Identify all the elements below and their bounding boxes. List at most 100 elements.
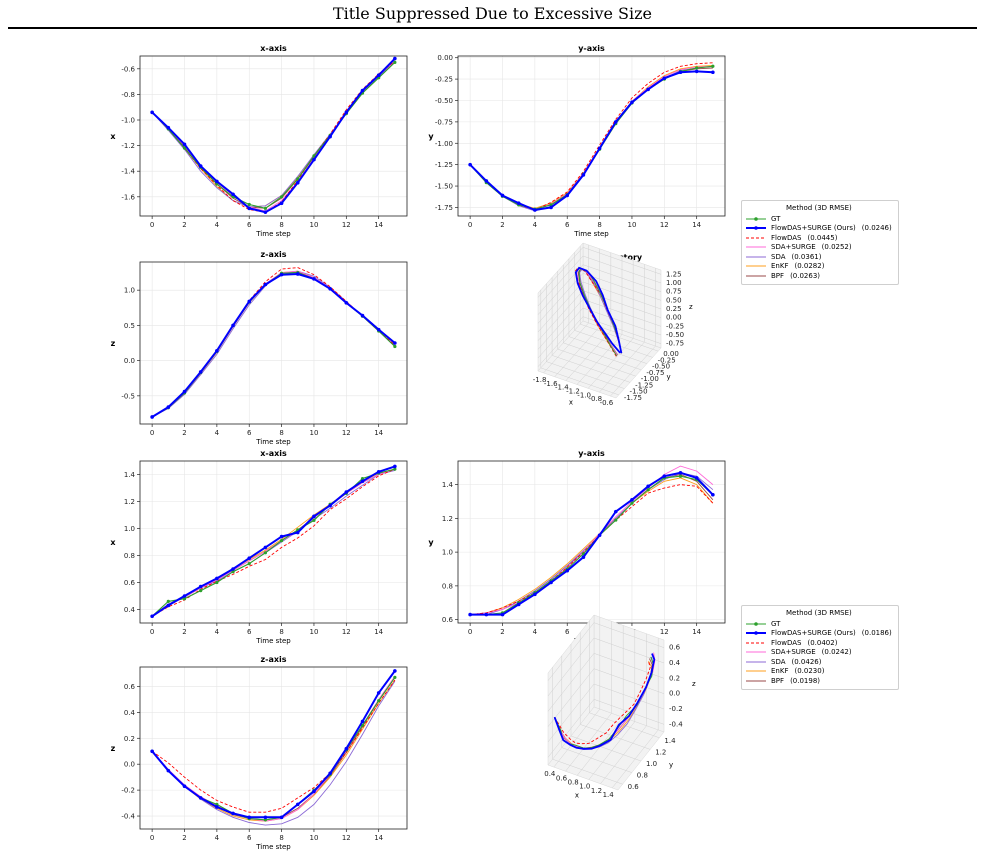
legend-swatch [746,216,766,221]
z-axis-label: z [692,680,696,688]
y-tick-label: 1.4 [442,481,454,489]
y-tick-label: -1.25 [635,381,653,389]
y-axis-label: y [667,373,671,381]
x-tick-label: 0 [150,221,154,229]
z-tick-label: 1.00 [666,279,682,287]
data-point [263,818,268,822]
3d-grid-line [537,281,584,333]
legend-entry: FlowDAS (0.0445) [746,233,892,243]
z-tick-label: -0.75 [666,340,684,348]
series-line-flowdas [151,60,396,213]
legend-entry: FlowDAS+SURGE (Ours) (0.0186) [746,629,892,639]
x-tick-label: 0 [150,429,154,437]
series-line-flowdas-surge-ours- [151,670,396,819]
plot-frame [139,55,408,217]
y-tick-label: 0.8 [637,772,648,780]
z-tick-label: 0.00 [666,314,682,322]
chart-title: z-axis [260,250,286,259]
series-line-sda-surge [469,65,713,210]
x-tick-label: 10 [309,221,318,229]
series-line-flowdas [470,484,714,616]
x-tick-label: 10 [309,834,318,842]
series-line-flowdas-surge-ours- [151,272,396,418]
data-point [215,576,219,581]
data-point [295,530,300,535]
3d-grid-line [565,330,612,381]
y-tick-label: -1.6 [121,193,135,201]
data-point [393,56,397,61]
data-point [581,555,586,559]
3d-grid-line [547,653,595,712]
y-tick-label: -0.2 [121,787,135,795]
plot-frame [457,55,726,217]
data-point [360,313,365,318]
y-tick-label: -0.75 [646,369,664,377]
data-point [182,594,187,598]
legend-swatch [746,631,766,636]
3d-grid-line [593,683,665,710]
data-point [166,603,171,608]
y-tick-label: -0.25 [658,356,676,364]
x-tick-label: -1.8 [533,376,547,384]
3d-grid-line [551,355,631,383]
legend-value: (0.0361) [791,252,822,261]
3d-grid-line [543,322,589,374]
data-point [360,479,365,484]
legend-value: (0.0242) [821,648,852,657]
x-axis-label: Time step [255,637,291,645]
3d-grid-line [547,668,595,727]
data-point [198,584,203,589]
z-tick-label: 1.25 [666,270,682,278]
data-point [150,749,154,754]
y-tick-label: 0.0 [124,357,135,365]
data-point [312,157,316,162]
y-axis-label: y [669,761,673,769]
data-point [533,592,537,597]
legend-entry: SDA (0.0361) [746,252,892,262]
data-point [344,110,349,115]
data-point [516,602,521,607]
data-point [393,344,397,349]
x-tick-label: 0 [150,628,154,636]
legend-entry: BPF (0.0198) [746,676,892,686]
3d-grid-line [582,299,662,327]
data-point [247,556,252,560]
data-point [166,405,171,409]
data-point [150,614,154,619]
data-point [295,272,300,276]
x-tick-label: 10 [309,429,318,437]
trajectory-flowdas-surge-ours- [553,653,656,750]
legend-swatch [746,275,766,277]
z-axis-label: z [689,303,693,311]
legend-label: GT [771,619,781,628]
x-tick-label: 6 [247,221,252,229]
3d-grid-line [537,290,584,341]
chart-x-axis-top: 0 2 4 6 8 10 12 14 -1.6 -1.4 -1.2 -1.0 -0.8 -0.6 x-axi… [110,44,408,238]
legend-swatch [746,680,766,682]
3d-grid-line [593,699,665,725]
3d-grid-line [593,668,665,694]
series-line-sda-surge [151,675,396,822]
legend-value: (0.0198) [790,676,821,685]
series-line-bpf [151,677,396,821]
x-tick-label: 14 [692,221,701,229]
series-line-sda-surge [151,270,396,418]
y-tick-label: 1.4 [664,737,676,745]
chart-title: y-axis [578,44,605,53]
data-point [279,539,284,543]
y-tick-label: 0.00 [663,350,679,358]
legend-value: (0.0252) [821,243,852,252]
legend-label: FlowDAS+SURGE (Ours) [771,629,856,638]
data-point [182,389,187,394]
chart-title: z-axis [260,655,286,664]
data-point [393,467,397,471]
data-point [360,476,365,481]
data-point [597,533,602,538]
y-tick-label: 1.0 [124,525,135,533]
x-tick-label: 1.0 [579,783,590,791]
y-tick-label: 1.0 [646,760,657,768]
data-point [231,570,235,574]
3d-grid-line [582,273,662,301]
data-point [166,768,171,773]
data-point [247,206,252,211]
